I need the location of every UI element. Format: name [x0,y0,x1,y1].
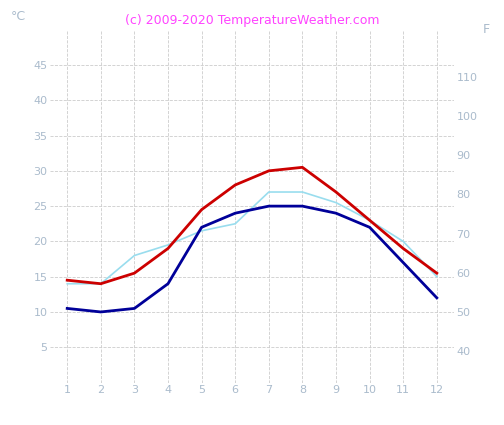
Title: (c) 2009-2020 TemperatureWeather.com: (c) 2009-2020 TemperatureWeather.com [125,14,379,27]
Y-axis label: °C: °C [11,10,26,23]
Y-axis label: F: F [482,23,489,36]
